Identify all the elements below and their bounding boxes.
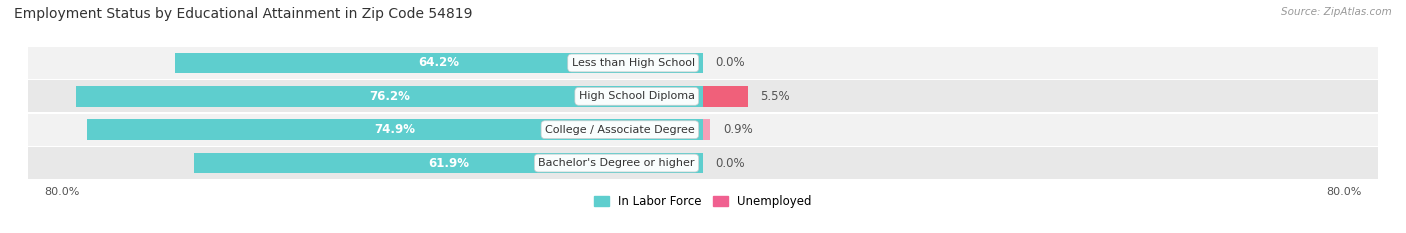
Text: 0.0%: 0.0% [716,56,745,69]
Bar [703,86,748,107]
Text: 76.2%: 76.2% [368,90,411,103]
Bar [174,53,703,73]
Text: 80.0%: 80.0% [1326,187,1361,197]
Bar [28,147,1378,179]
Bar [703,119,710,140]
Text: Bachelor's Degree or higher: Bachelor's Degree or higher [538,158,695,168]
Text: Source: ZipAtlas.com: Source: ZipAtlas.com [1281,7,1392,17]
Bar [194,153,703,173]
Text: High School Diploma: High School Diploma [579,91,695,101]
Text: Less than High School: Less than High School [572,58,695,68]
Bar [28,80,1378,112]
Text: 74.9%: 74.9% [374,123,415,136]
Text: College / Associate Degree: College / Associate Degree [546,125,695,135]
Text: 64.2%: 64.2% [419,56,460,69]
Text: 0.9%: 0.9% [723,123,752,136]
Text: 61.9%: 61.9% [427,157,468,170]
Text: 0.0%: 0.0% [716,157,745,170]
Bar [87,119,703,140]
Bar [28,47,1378,79]
Text: Employment Status by Educational Attainment in Zip Code 54819: Employment Status by Educational Attainm… [14,7,472,21]
Text: 80.0%: 80.0% [45,187,80,197]
Bar [76,86,703,107]
Legend: In Labor Force, Unemployed: In Labor Force, Unemployed [589,190,817,213]
Text: 5.5%: 5.5% [761,90,790,103]
Bar [28,114,1378,146]
